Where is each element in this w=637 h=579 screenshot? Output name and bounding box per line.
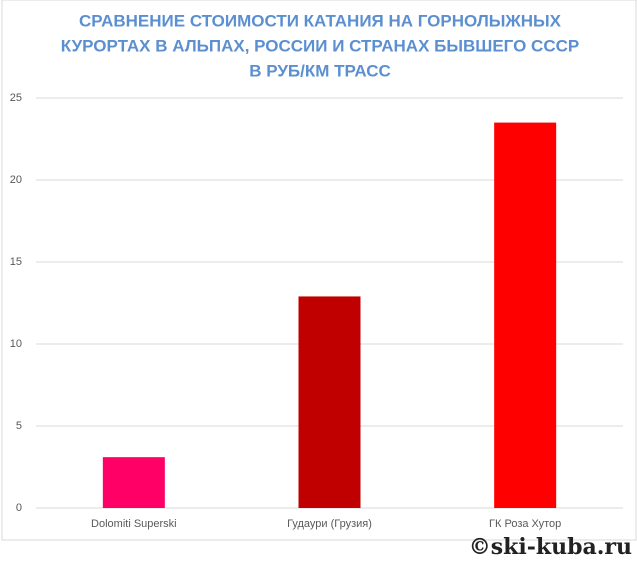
y-tick-label: 5 — [16, 420, 22, 432]
chart-title: КУРОРТАХ В АЛЬПАХ, РОССИИ И СТРАНАХ БЫВШ… — [61, 36, 579, 55]
chart-border — [1, 0, 637, 541]
bar — [102, 457, 165, 508]
chart-title: СРАВНЕНИЕ СТОИМОСТИ КАТАНИЯ НА ГОРНОЛЫЖН… — [79, 11, 562, 30]
chart-title: В РУБ/КМ ТРАСС — [249, 61, 391, 80]
y-tick-label: 0 — [16, 502, 22, 514]
x-tick-label: ГК Роза Хутор — [489, 518, 561, 530]
bar — [298, 296, 361, 508]
bar — [494, 122, 557, 508]
y-tick-label: 10 — [10, 338, 22, 350]
watermark: ©ski-kuba.ru — [469, 534, 632, 560]
y-tick-label: 15 — [10, 256, 22, 268]
y-tick-label: 25 — [10, 92, 22, 104]
x-tick-label: Dolomiti Superski — [91, 518, 177, 530]
x-tick-label: Гудаури (Грузия) — [287, 518, 372, 530]
y-tick-label: 20 — [10, 174, 22, 186]
